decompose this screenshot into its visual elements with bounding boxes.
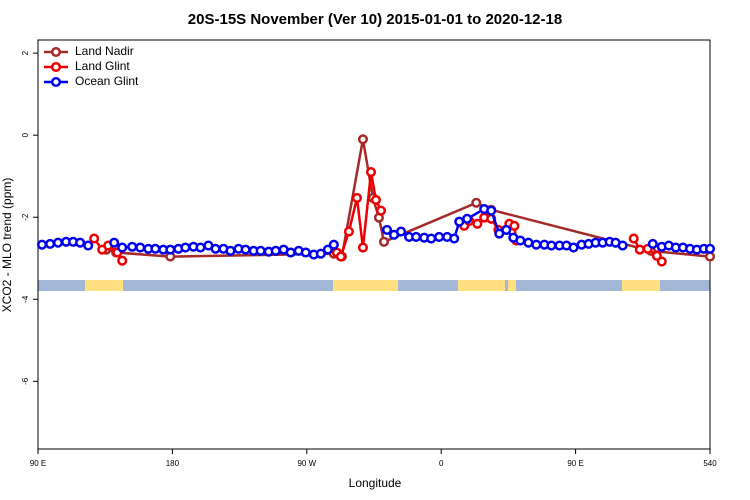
point (378, 236, 390, 247)
point (315, 248, 326, 259)
point (165, 244, 176, 255)
point (523, 237, 534, 248)
point (634, 244, 645, 255)
point (117, 242, 128, 253)
point (568, 242, 579, 253)
point (75, 237, 86, 248)
point (449, 233, 460, 244)
point (471, 197, 482, 208)
x-axis-label: Longitude (349, 476, 402, 490)
x-tick-label: 90 E (30, 459, 46, 468)
point (704, 251, 716, 262)
point (656, 256, 667, 267)
point (454, 216, 465, 227)
y-tick-label: -6 (21, 377, 30, 385)
point (117, 255, 128, 266)
point (462, 213, 473, 224)
point (370, 194, 381, 206)
point (472, 218, 483, 229)
point (52, 237, 64, 248)
point (647, 238, 658, 249)
point (411, 231, 422, 242)
point (240, 244, 251, 255)
y-tick-label: -4 (21, 295, 30, 303)
point (546, 240, 557, 251)
point (180, 242, 191, 253)
point (486, 205, 497, 216)
point (255, 245, 266, 256)
point (395, 226, 407, 237)
point (365, 167, 377, 178)
point (501, 224, 512, 235)
point (509, 220, 520, 231)
legend-marker (50, 46, 62, 58)
point (45, 238, 56, 249)
y-tick-label: -2 (21, 213, 30, 221)
point (127, 241, 138, 252)
point (225, 245, 236, 256)
point (357, 242, 368, 253)
point (357, 134, 368, 145)
legend-marker (50, 76, 62, 88)
point (381, 224, 393, 235)
point (150, 243, 161, 254)
point (135, 242, 146, 253)
y-tick-label: 2 (21, 50, 30, 55)
point (322, 244, 333, 255)
point (89, 233, 100, 244)
point (426, 233, 437, 244)
legend-label: Land Nadir (75, 44, 134, 58)
point (83, 240, 94, 251)
point (210, 243, 221, 254)
x-tick-label: 540 (703, 459, 717, 468)
x-tick-label: 90 E (567, 459, 583, 468)
point (335, 251, 346, 262)
point (351, 192, 363, 203)
point (285, 247, 296, 258)
point (195, 242, 206, 253)
land-ocean-strip (38, 280, 710, 291)
point (704, 243, 716, 254)
point (36, 239, 48, 250)
point (531, 239, 542, 250)
point (617, 240, 628, 251)
point (628, 233, 639, 244)
point (270, 245, 281, 256)
legend-label: Land Glint (75, 59, 130, 73)
point (328, 239, 339, 250)
point (375, 205, 387, 216)
y-tick-label: 0 (21, 132, 30, 137)
x-tick-label: 90 W (297, 459, 316, 468)
point (109, 237, 120, 248)
point (434, 231, 445, 242)
legend-label: Ocean Glint (75, 74, 139, 88)
point (343, 226, 354, 237)
point (300, 247, 311, 258)
x-tick-label: 180 (166, 459, 180, 468)
y-axis-label: XCO2 - MLO trend (ppm) (0, 178, 14, 313)
point (515, 235, 526, 246)
x-tick-label: 0 (439, 459, 444, 468)
legend-marker (50, 61, 62, 73)
chart-title: 20S-15S November (Ver 10) 2015-01-01 to … (188, 11, 562, 28)
